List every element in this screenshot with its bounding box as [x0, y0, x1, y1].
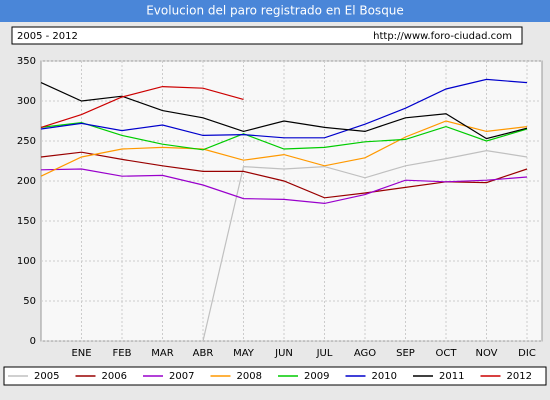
y-tick-label: 300 [17, 96, 36, 107]
y-tick-label: 350 [17, 56, 36, 67]
x-tick-label: SEP [396, 348, 415, 359]
x-tick-label: MAR [151, 348, 173, 359]
subtitle: 2005 - 2012 [17, 31, 78, 42]
series-line [40, 82, 528, 140]
y-tick-label: 250 [17, 136, 36, 147]
series-line [40, 168, 528, 205]
info-box [11, 26, 523, 45]
series-line [40, 120, 528, 177]
x-tick-label: OCT [436, 348, 458, 359]
legend-label: 2011 [439, 371, 464, 382]
series-line [40, 78, 528, 139]
legend-label: 2012 [507, 371, 532, 382]
y-tick-label: 150 [17, 216, 36, 227]
legend-label: 2007 [169, 371, 194, 382]
series-line [40, 121, 528, 151]
legend-label: 2009 [304, 371, 329, 382]
plot-area [40, 60, 543, 342]
x-tick-label: AGO [354, 348, 376, 359]
y-tick-label: 0 [30, 336, 36, 347]
x-tick-label: NOV [475, 348, 497, 359]
x-tick-label: DIC [518, 348, 536, 359]
x-tick-label: JUN [274, 348, 293, 359]
x-tick-label: MAY [233, 348, 255, 359]
title-bar [0, 0, 550, 22]
legend-label: 2005 [34, 371, 59, 382]
source: http://www.foro-ciudad.com [373, 31, 512, 42]
legend-label: 2006 [102, 371, 127, 382]
series-line [40, 85, 244, 128]
x-tick-label: ENE [71, 348, 91, 359]
legend-label: 2010 [372, 371, 397, 382]
legend [3, 366, 547, 386]
x-tick-label: ABR [193, 348, 214, 359]
y-tick-label: 200 [17, 176, 36, 187]
y-tick-label: 50 [23, 296, 36, 307]
legend-label: 2008 [237, 371, 262, 382]
y-tick-label: 100 [17, 256, 36, 267]
chart-title: Evolucion del paro registrado en El Bosq… [146, 4, 404, 18]
series-line [202, 149, 528, 342]
x-tick-label: JUL [316, 348, 333, 359]
x-tick-label: FEB [113, 348, 132, 359]
